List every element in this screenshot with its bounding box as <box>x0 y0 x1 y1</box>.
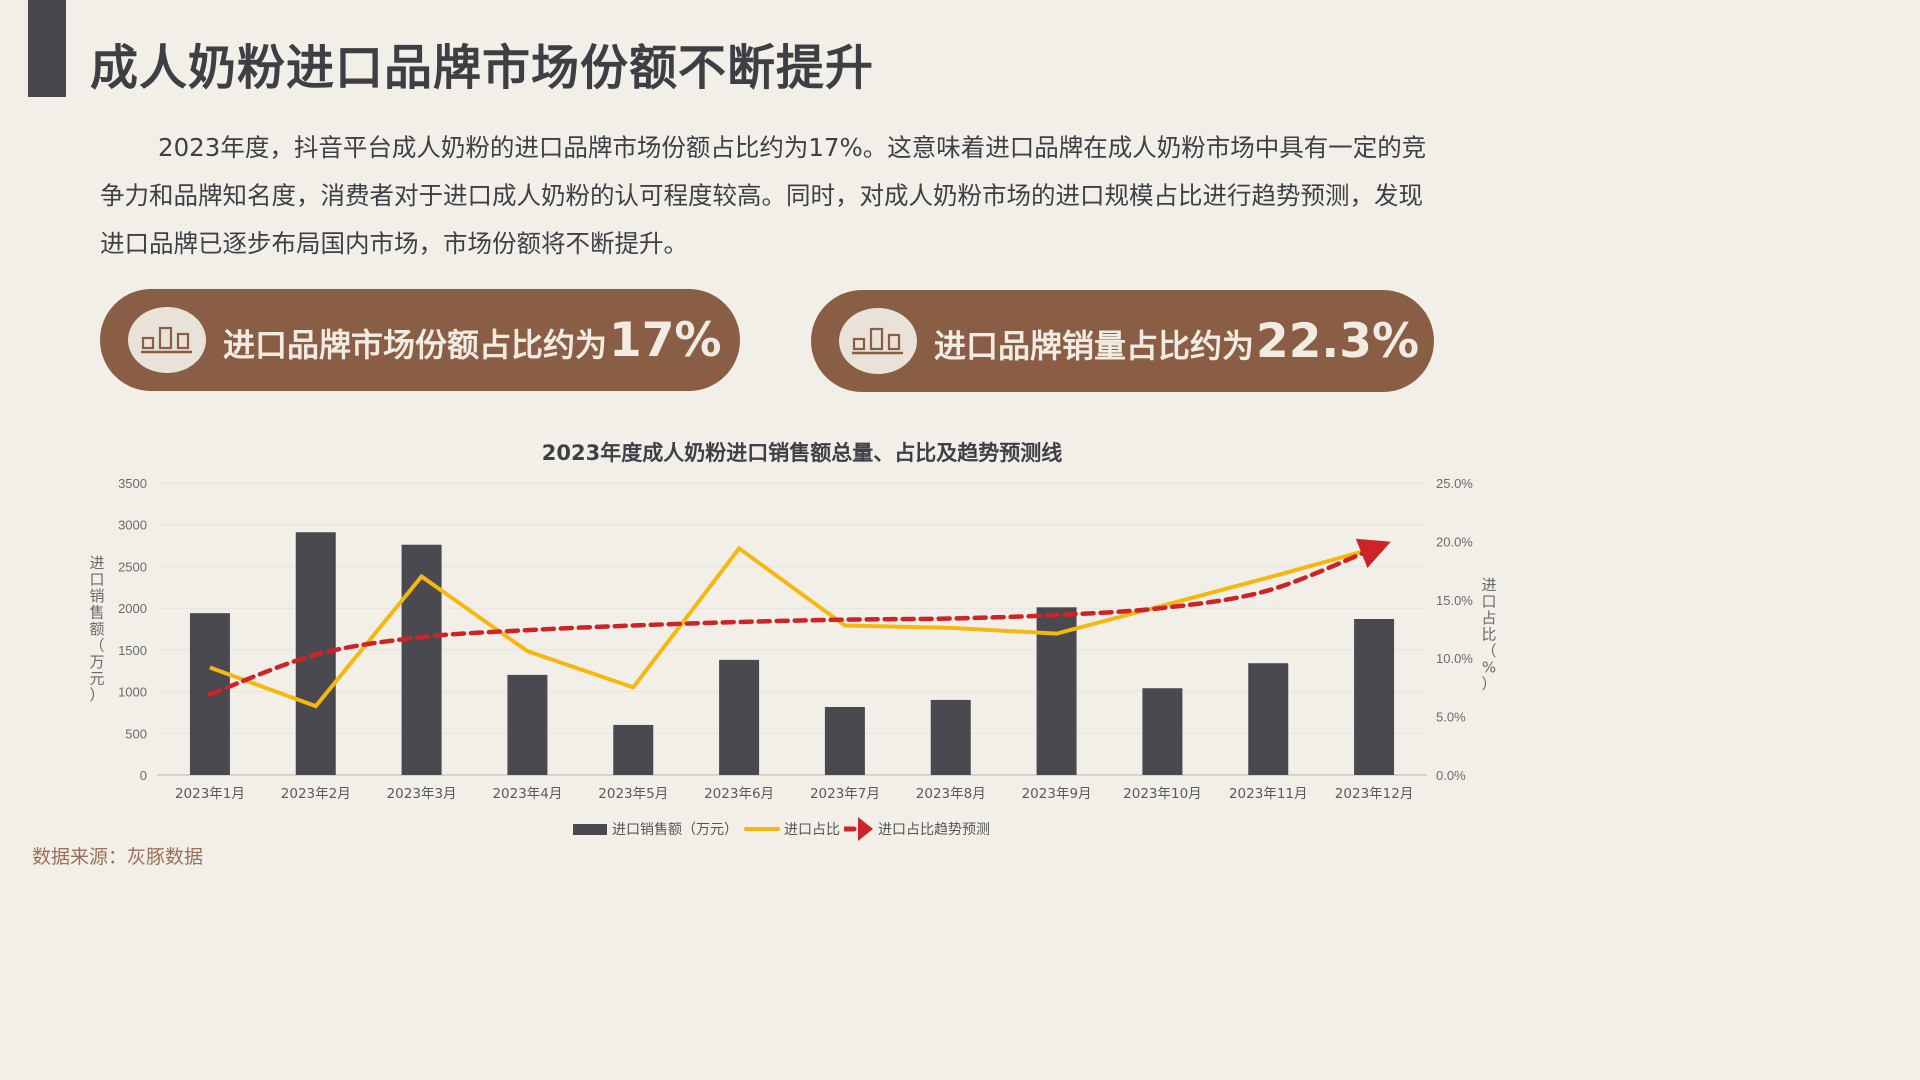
svg-text:口: 口 <box>89 571 104 589</box>
x-tick: 2023年1月 <box>175 786 245 802</box>
bar-sales <box>1248 663 1289 775</box>
highlight-label: 进口品牌销量占比约为 <box>934 326 1255 365</box>
y-tick-left: 3000 <box>118 518 147 533</box>
x-tick: 2023年6月 <box>704 786 774 802</box>
highlight-pill-sales-volume: 进口品牌销量占比约为 22.3% <box>811 290 1434 392</box>
line-share <box>209 545 1375 709</box>
data-source: 数据来源：灰豚数据 <box>32 846 204 868</box>
legend-trend-arrow-icon <box>844 817 873 841</box>
svg-text:销: 销 <box>89 587 104 605</box>
x-tick: 2023年9月 <box>1022 786 1092 802</box>
highlight-value: 17% <box>609 312 722 368</box>
svg-text:售: 售 <box>89 604 104 622</box>
line-trend-forecast <box>207 538 1391 697</box>
x-tick: 2023年11月 <box>1229 786 1308 802</box>
x-tick: 2023年8月 <box>916 786 986 802</box>
y-tick-right: 25.0% <box>1436 476 1473 491</box>
x-tick: 2023年2月 <box>281 786 351 802</box>
legend-label-trend: 进口占比趋势预测 <box>878 822 990 838</box>
bar-sales <box>824 707 865 775</box>
svg-text:万: 万 <box>89 653 104 671</box>
x-tick: 2023年7月 <box>810 786 880 802</box>
x-tick: 2023年3月 <box>387 786 457 802</box>
x-tick: 2023年12月 <box>1335 786 1414 802</box>
bar-sales <box>613 724 654 775</box>
highlight-label: 进口品牌市场份额占比约为 <box>223 325 608 364</box>
x-tick: 2023年10月 <box>1123 786 1202 802</box>
svg-text:）: ） <box>1481 675 1496 693</box>
y-tick-left: 2000 <box>118 601 147 616</box>
bar-sales <box>719 659 760 775</box>
svg-text:元: 元 <box>89 670 104 688</box>
y-tick-right: 15.0% <box>1436 593 1473 608</box>
svg-text:进: 进 <box>89 554 104 572</box>
legend-label-share: 进口占比 <box>784 822 840 838</box>
svg-text:比: 比 <box>1481 626 1496 644</box>
y-tick-left: 3500 <box>118 476 147 491</box>
svg-text:（: （ <box>89 637 104 655</box>
legend-label-sales: 进口销售额（万元） <box>612 822 738 838</box>
x-tick: 2023年5月 <box>598 786 668 802</box>
bar-sales <box>507 674 548 775</box>
legend-bar-swatch <box>573 823 607 835</box>
highlight-pill-market-share: 进口品牌市场份额占比约为 17% <box>100 289 740 391</box>
bar-sales <box>1354 618 1395 775</box>
combo-chart: 0 500 1000 1500 2000 2500 3000 3500 0.0% 5.0% 10.0… <box>89 476 1496 802</box>
highlight-value: 22.3% <box>1256 313 1420 369</box>
y-tick-right: 0.0% <box>1436 768 1466 783</box>
chart-title: 2023年度成人奶粉进口销售额总量、占比及趋势预测线 <box>541 441 1063 465</box>
bar-sales <box>930 699 971 775</box>
svg-text:进: 进 <box>1481 576 1496 594</box>
page-title: 成人奶粉进口品牌市场份额不断提升 <box>90 40 875 96</box>
legend-line-swatch <box>744 827 780 831</box>
bar-chart-icon <box>839 308 917 374</box>
bar-sales <box>1142 688 1183 775</box>
bar-chart-icon <box>128 307 206 373</box>
svg-text:%: % <box>1482 659 1496 677</box>
svg-text:额: 额 <box>89 620 104 638</box>
svg-text:口: 口 <box>1481 593 1496 611</box>
y-tick-right: 10.0% <box>1436 651 1473 666</box>
y-tick-left: 0 <box>140 768 147 783</box>
title-accent-bar <box>28 0 66 97</box>
bar-sales <box>401 544 442 775</box>
chart-legend: 进口销售额（万元） 进口占比 进口占比趋势预测 <box>573 816 990 842</box>
y-tick-left: 1500 <box>118 643 147 658</box>
y-tick-left: 1000 <box>118 685 147 700</box>
y-axis-title-left: 进口销售额（万元） <box>89 554 104 704</box>
intro-paragraph: 2023年度，抖音平台成人奶粉的进口品牌市场份额占比约为17%。这意味着进口品牌… <box>100 133 1427 258</box>
y-tick-right: 5.0% <box>1436 710 1466 725</box>
x-tick: 2023年4月 <box>492 786 562 802</box>
svg-text:占: 占 <box>1481 609 1496 627</box>
y-tick-left: 500 <box>125 726 147 741</box>
svg-text:）: ） <box>89 686 104 704</box>
y-tick-left: 2500 <box>118 559 147 574</box>
y-tick-right: 20.0% <box>1436 534 1473 549</box>
y-axis-title-right: 进口占比（%） <box>1481 576 1496 693</box>
svg-text:（: （ <box>1481 642 1496 660</box>
